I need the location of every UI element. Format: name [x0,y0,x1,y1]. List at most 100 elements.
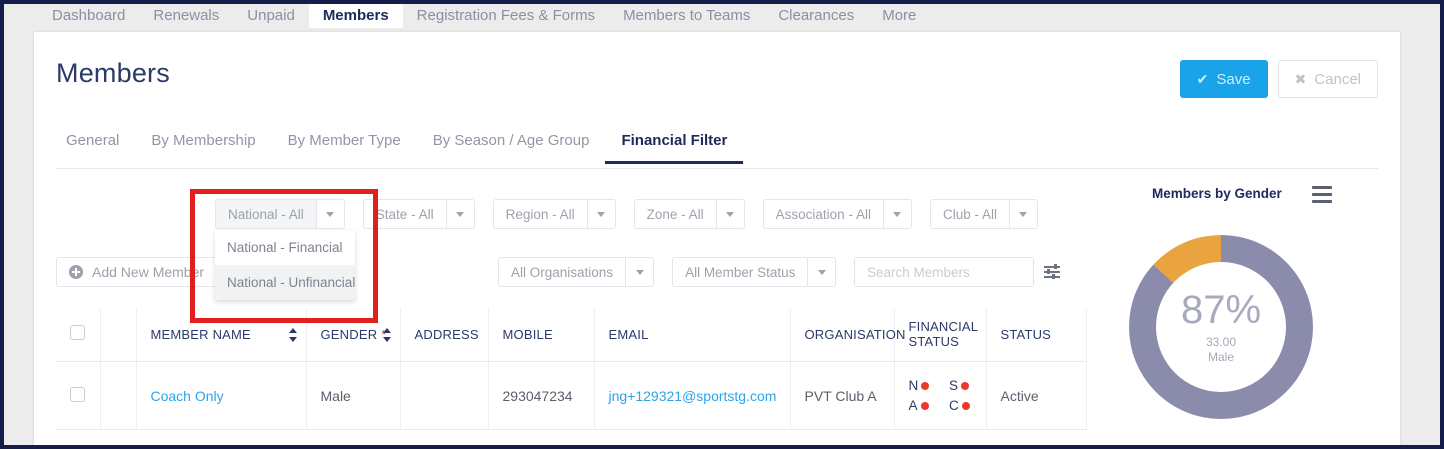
check-icon: ✔ [1196,71,1209,87]
chevron-down-icon[interactable] [445,200,474,228]
menu-item-national-unfinancial[interactable]: National - Unfinancial [215,265,355,300]
chevron-down-icon[interactable] [315,200,344,228]
column-header-email: EMAIL [594,309,791,362]
column-header-name[interactable]: MEMBER NAME [136,309,307,362]
caret-shape [597,211,606,217]
menu-item-national-financial[interactable]: National - Financial [227,240,343,255]
financial-status-n: N [909,378,936,393]
primary-navigation: Dashboard Renewals Unpaid Members Registrati… [8,4,1440,28]
content-card: Members ✔ Save ✖ Cancel General By Member… [34,32,1400,445]
status-letter: N [908,378,919,393]
member-name-link[interactable]: Coach Only [150,387,224,404]
add-new-member-button[interactable]: Add New Member [56,257,220,287]
donut-label: Male [1207,350,1234,364]
column-header-address: ADDRESS [400,309,489,362]
table-header-row: MEMBER NAME GENDER * ADDRESS MOBILE EMAIL ORG… [56,309,1087,362]
column-header-label: EMAIL [608,326,649,342]
cell-check [56,361,101,430]
nav-item-clearances[interactable]: Clearances [778,7,855,24]
nav-item-members-to-teams[interactable]: Members to Teams [623,7,751,24]
cell-status: Active [986,361,1087,430]
page-title: Members [56,58,170,88]
status-letter: C [949,398,959,413]
nav-item-renewals[interactable]: Renewals [153,7,220,24]
filter-row-secondary: All Organisations All Member Status [498,257,837,287]
column-header-spacer [100,309,137,362]
financial-status-badges: N S A C [909,378,976,413]
dropdown-member-status-label: All Member Status [685,264,796,280]
column-header-financial_status: FINANCIAL STATUS [894,309,987,362]
cell-mobile: 293047234 [488,361,595,430]
nav-item-unpaid[interactable]: Unpaid [247,7,295,24]
filter-tabs: General By Membership By Member Type By Sea… [56,132,1378,169]
donut-center: 87% 33.00 Male [1156,262,1286,392]
chevron-down-icon[interactable] [807,258,835,286]
search-input[interactable] [854,257,1034,287]
dropdown-organisations-label: All Organisations [511,264,614,280]
cell-gender: Male [306,361,401,430]
hamburger-menu-icon[interactable] [1312,186,1332,207]
chart-title: Members by Gender [1152,186,1282,201]
nav-item-registration-fees-forms[interactable]: Registration Fees & Forms [416,7,596,24]
required-asterisk: * [377,326,387,342]
column-header-organisation: ORGANISATION [790,309,905,362]
column-header-label: MEMBER NAME [150,326,251,342]
cell-name: Coach Only [136,361,307,430]
cancel-button[interactable]: ✖ Cancel [1277,60,1378,98]
members-by-gender-chart: Members by Gender 87% 33.00 Male [1094,172,1348,427]
dropdown-club[interactable]: Club - All [929,199,1038,229]
chevron-down-icon[interactable] [586,200,615,228]
dropdown-region[interactable]: Region - All [492,199,616,229]
header-actions: ✔ Save ✖ Cancel [1179,60,1378,98]
tab-financial-filter[interactable]: Financial Filter [605,132,744,164]
column-header-mobile: MOBILE [488,309,595,362]
nav-item-dashboard[interactable]: Dashboard [52,7,126,24]
chevron-down-icon[interactable] [1008,200,1037,228]
cell-address [400,361,489,430]
filter-sliders-icon[interactable] [1044,264,1060,280]
caret-shape [326,211,335,217]
sort-icon[interactable] [382,327,392,343]
caret-shape [893,211,902,217]
status-letter: S [949,378,959,393]
chevron-down-icon[interactable] [882,200,911,228]
caret-shape [1019,211,1028,217]
column-header-label: ORGANISATION [804,326,906,342]
tab-general[interactable]: General [66,132,120,149]
members-table: MEMBER NAME GENDER * ADDRESS MOBILE EMAIL ORG… [56,309,1087,430]
cell-spacer [100,361,137,430]
dropdown-zone[interactable]: Zone - All [633,199,745,229]
column-header-status: STATUS [986,309,1087,362]
member-email-link[interactable]: jng+129321@sportstg.com [608,387,777,404]
tab-by-season-age-group[interactable]: By Season / Age Group [432,132,590,149]
tab-by-membership[interactable]: By Membership [151,132,256,149]
column-header-label: MOBILE [502,326,553,342]
tab-by-member-type[interactable]: By Member Type [287,132,401,149]
plus-circle-icon [69,265,83,279]
column-header-label: ADDRESS [414,326,479,342]
row-checkbox[interactable] [70,386,85,402]
dropdown-association[interactable]: Association - All [762,199,912,229]
donut-value: 33.00 [1205,335,1237,349]
dropdown-national[interactable]: National - All [215,199,345,229]
dropdown-organisations[interactable]: All Organisations [498,257,655,287]
table-body: Coach Only Male 293047234 jng+129321@sports… [56,361,1087,430]
dropdown-national-menu: National - Financial National - Unfinanci… [215,230,355,300]
dropdown-zone-label: Zone - All [646,206,704,222]
cell-email: jng+129321@sportstg.com [594,361,791,430]
dropdown-member-status[interactable]: All Member Status [672,257,837,287]
cell-financial_status: N S A C [894,361,987,430]
chevron-down-icon[interactable] [625,258,653,286]
add-new-member-label: Add New Member [92,264,205,280]
chevron-down-icon[interactable] [715,200,744,228]
column-header-label: STATUS [1000,326,1052,342]
caret-shape [456,211,465,217]
column-header-gender[interactable]: GENDER * [306,309,401,362]
nav-item-members[interactable]: Members [308,4,403,28]
nav-item-more[interactable]: More [882,7,917,24]
sort-icon[interactable] [288,327,298,343]
dropdown-state[interactable]: State - All [362,199,475,229]
save-button[interactable]: ✔ Save [1179,60,1268,98]
select-all-checkbox[interactable] [70,325,85,340]
